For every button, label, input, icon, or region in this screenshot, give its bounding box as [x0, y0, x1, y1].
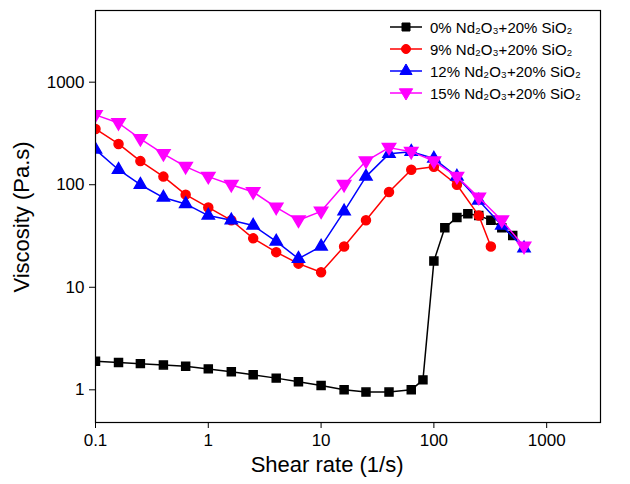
svg-text:0.1: 0.1 — [84, 431, 108, 450]
html-text:9% Nd₂O₃+20% SiO₂: 9% Nd₂O₃+20% SiO₂ — [430, 40, 573, 58]
svg-text:100: 100 — [56, 175, 84, 194]
svg-text:1000: 1000 — [528, 431, 566, 450]
html-text:Viscosity (Pa.s): Viscosity (Pa.s) — [9, 141, 34, 293]
svg-text:1: 1 — [75, 380, 84, 399]
html-text:0% Nd₂O₃+20% SiO₂: 0% Nd₂O₃+20% SiO₂ — [430, 18, 573, 36]
html-text:Shear rate (1/s): Shear rate (1/s) — [250, 452, 404, 477]
html-text:15% Nd₂O₃+20% SiO₂: 15% Nd₂O₃+20% SiO₂ — [430, 84, 581, 102]
svg-text:1: 1 — [204, 431, 213, 450]
svg-text:100: 100 — [420, 431, 448, 450]
html-text:12% Nd₂O₃+20% SiO₂: 12% Nd₂O₃+20% SiO₂ — [430, 62, 581, 80]
svg-text:10: 10 — [312, 431, 331, 450]
svg-text:1000: 1000 — [47, 73, 85, 92]
svg-text:10: 10 — [66, 278, 85, 297]
